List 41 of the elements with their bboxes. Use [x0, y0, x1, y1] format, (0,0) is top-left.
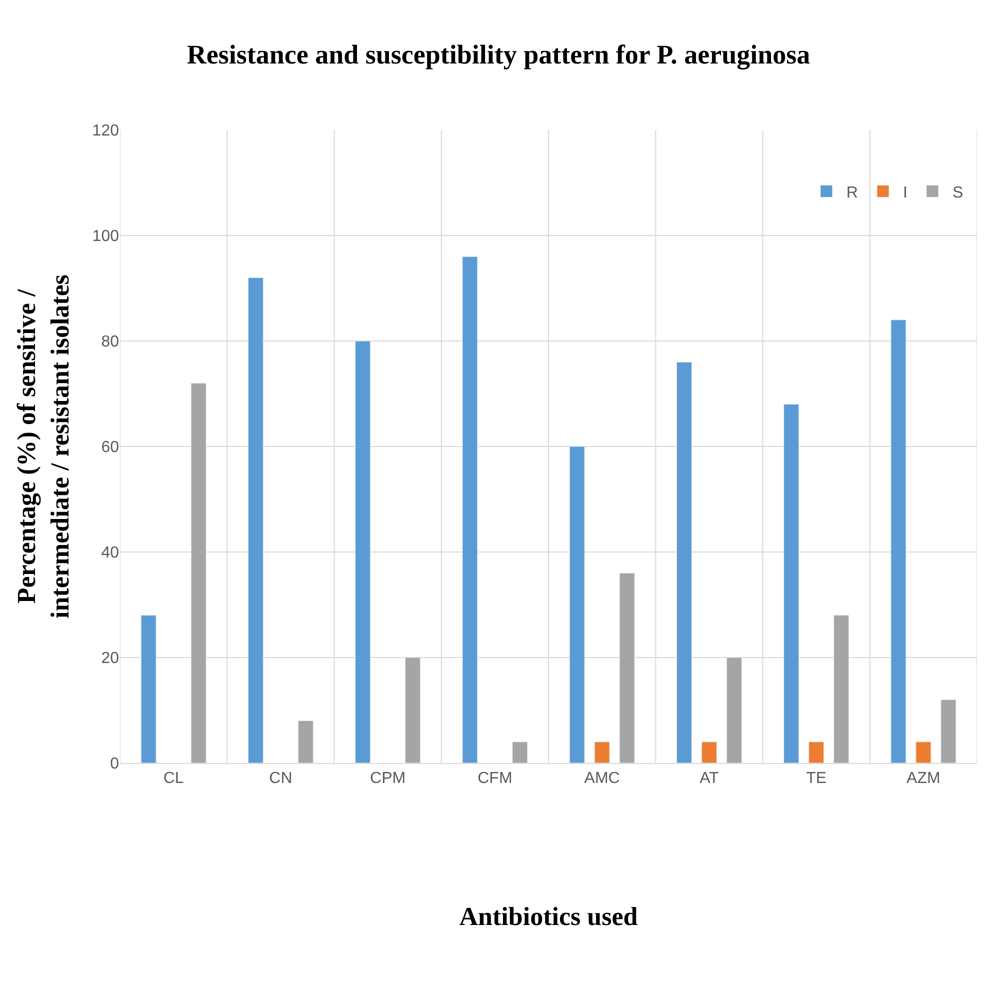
bar: [834, 615, 850, 763]
bar: [940, 699, 956, 763]
bar: [726, 657, 742, 763]
bar: [916, 742, 932, 763]
y-tick-label: 0: [110, 756, 120, 773]
bar: [190, 382, 206, 763]
x-tick-label: CN: [269, 770, 292, 788]
x-tick-label: AZM: [906, 770, 940, 788]
bar: [594, 742, 610, 763]
legend-label: I: [902, 184, 908, 202]
x-tick-label: TE: [806, 770, 827, 788]
bar: [808, 742, 824, 763]
bar: [619, 572, 635, 763]
y-tick-label: 100: [92, 228, 120, 246]
x-tick-label: CL: [163, 770, 184, 788]
x-tick-label: AMC: [584, 770, 620, 788]
legend-label: R: [846, 184, 858, 202]
y-tick-label: 20: [101, 650, 120, 668]
y-tick-label: 80: [101, 334, 120, 351]
bar: [298, 720, 314, 763]
bar: [676, 362, 692, 763]
bar: [462, 256, 478, 763]
legend-label: S: [952, 184, 964, 202]
bar: [784, 404, 800, 763]
bar: [405, 657, 421, 763]
y-axis-title: Percentage (%) of sensitive / intermediate / resistant isolates: [12, 274, 75, 618]
x-axis-title: Antibiotics used: [459, 902, 638, 931]
y-tick-label: 60: [101, 439, 120, 456]
x-tick-label: CPM: [370, 770, 406, 788]
bar: [248, 277, 264, 763]
x-tick-label: AT: [700, 770, 720, 788]
y-tick-label: 40: [101, 544, 120, 562]
bar: [140, 615, 156, 763]
bar: [355, 340, 371, 763]
chart-title: Resistance and susceptibility pattern for P. aeruginosa: [186, 40, 811, 70]
bar: [569, 446, 585, 763]
bar: [512, 742, 528, 763]
x-tick-label: CFM: [478, 770, 512, 788]
bar: [890, 320, 906, 763]
bar: [701, 742, 717, 763]
y-tick-label: 120: [92, 122, 120, 140]
